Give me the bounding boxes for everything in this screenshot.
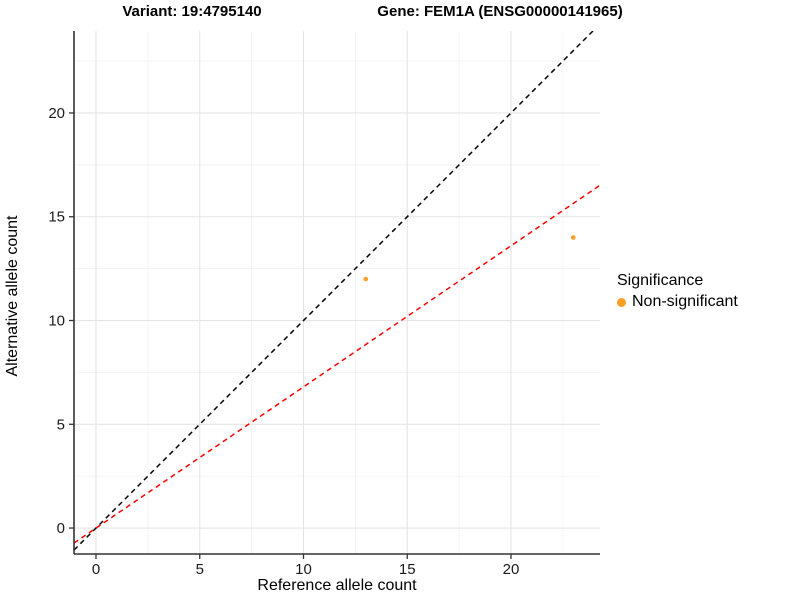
x-tick-label: 15 [399, 561, 416, 578]
x-tick-label: 0 [92, 561, 100, 578]
y-axis-title: Alternative allele count [4, 215, 21, 377]
legend-title: Significance [617, 272, 704, 289]
x-tick-label: 10 [295, 561, 312, 578]
x-tick-label: 5 [196, 561, 204, 578]
plot-title-gene: Gene: FEM1A (ENSG00000141965) [377, 3, 623, 20]
legend-swatch-dot-icon [617, 297, 626, 307]
data-point [570, 235, 576, 240]
data-point [363, 276, 369, 282]
y-tick-label: 10 [48, 313, 65, 330]
legend: Significance Non-significant [617, 272, 738, 311]
identity-line [74, 31, 595, 551]
x-axis-title: Reference allele count [257, 577, 417, 594]
y-tick-label: 5 [57, 416, 65, 433]
y-tick-label: 20 [48, 105, 65, 122]
y-tick-label: 15 [48, 209, 65, 226]
y-tick-label: 0 [57, 520, 65, 537]
legend-item-label: Non-significant [632, 293, 738, 310]
fitted-ratio-line [74, 184, 600, 544]
legend-item: Non-significant [617, 293, 738, 311]
x-tick-label: 20 [503, 561, 520, 578]
plot-title-variant: Variant: 19:4795140 [122, 3, 262, 20]
